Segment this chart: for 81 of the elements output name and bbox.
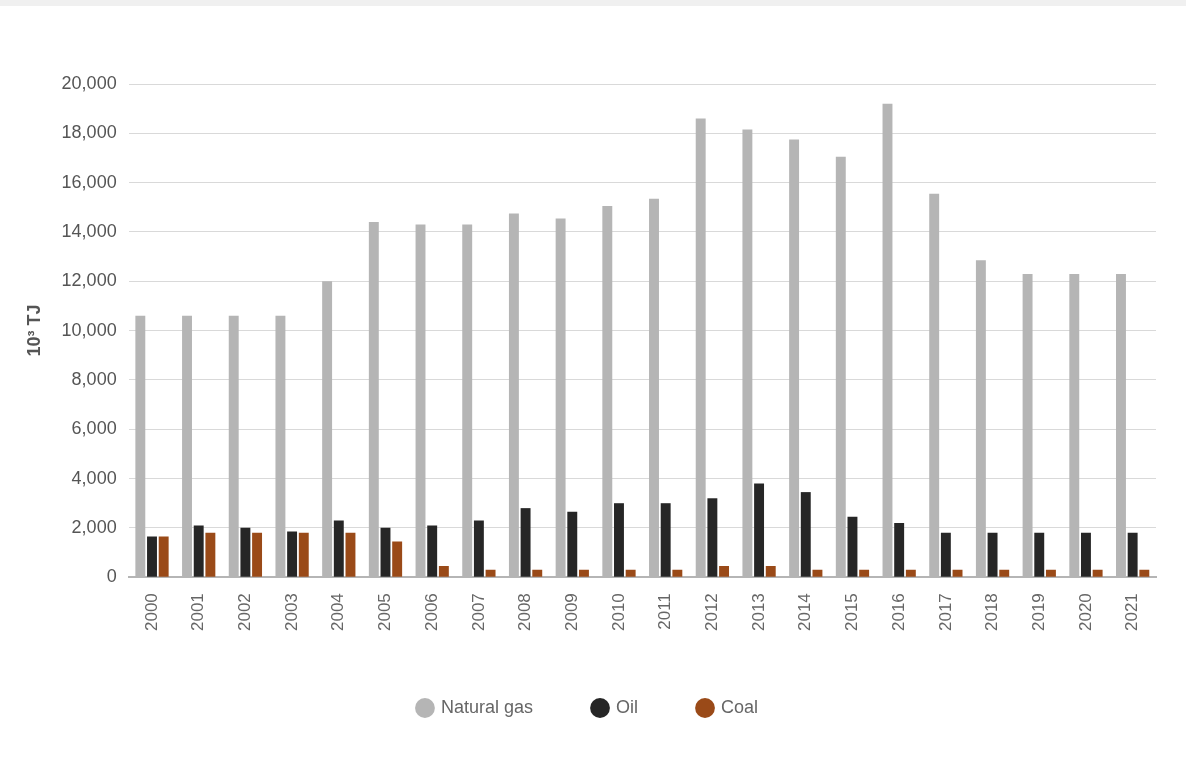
y-tick-label: 6,000 [71,418,117,439]
bar [438,566,449,577]
bar [240,527,251,577]
x-tick-label: 2002 [235,593,255,632]
legend-label: Coal [721,696,759,717]
bar [707,498,718,577]
x-tick-label: 2012 [702,593,722,632]
bar [952,569,963,577]
bar [1092,569,1103,577]
bar [1139,569,1150,577]
bar [754,483,765,577]
bar [765,566,776,577]
bar [1080,532,1091,577]
x-tick-label: 2016 [888,593,908,632]
x-tick-label: 2021 [1122,593,1142,632]
bar [333,520,344,577]
y-tick-label: 2,000 [71,516,117,537]
bar [298,532,309,577]
x-tick-label: 2020 [1075,593,1095,632]
bar [905,569,916,577]
legend-label: Oil [616,696,639,717]
bar [205,532,216,577]
bar [392,541,403,577]
bar [660,503,671,577]
bar [1045,569,1056,577]
bar [987,532,998,577]
x-tick-label: 2015 [842,593,862,632]
bar [345,532,356,577]
bar [999,569,1010,577]
bar [287,531,298,577]
bar [485,569,496,577]
bar [1127,532,1138,577]
y-tick-label: 4,000 [71,467,117,488]
y-tick-label: 10,000 [61,319,117,340]
x-tick-label: 2004 [328,593,348,632]
bar [614,503,624,577]
x-tick-label: 2013 [748,593,768,632]
x-tick-label: 2007 [468,593,488,632]
y-tick-label: 8,000 [71,368,117,389]
y-tick-label: 18,000 [61,122,117,143]
bar [147,536,157,577]
bar [567,511,578,577]
x-tick-label: 2017 [935,593,955,632]
y-tick-label: 16,000 [61,171,117,192]
bar [812,569,823,577]
y-tick-label: 20,000 [61,72,117,93]
bar [894,522,905,577]
y-tick-label: 0 [106,566,117,587]
x-tick-label: 2003 [281,593,301,632]
x-tick-label: 2001 [188,593,208,632]
y-axis-title: 10³ TJ [23,304,44,357]
bar [1034,532,1045,577]
x-tick-label: 2019 [1028,593,1048,632]
bar [532,569,543,577]
y-tick-label: 12,000 [61,270,117,291]
x-tick-label: 2009 [561,593,581,632]
legend-label: Natural gas [440,696,534,717]
x-tick-label: 2014 [795,593,815,632]
bar [859,569,870,577]
bar [520,508,531,577]
x-tick-label: 2008 [515,593,535,632]
bar [940,532,951,577]
bar [252,532,263,577]
bar [847,516,858,577]
x-tick-label: 2018 [982,593,1002,632]
x-tick-label: 2006 [421,593,441,632]
bar [193,525,204,577]
bar [719,566,730,577]
bar [578,569,589,577]
bar [800,492,811,577]
y-tick-label: 14,000 [61,220,117,241]
bar [427,525,438,577]
bar [625,569,636,577]
x-tick-label: 2005 [375,593,395,632]
bar [672,569,683,577]
x-tick-label: 2000 [141,593,161,632]
x-tick-label: 2011 [655,593,675,630]
bar [380,527,391,577]
x-tick-label: 2010 [608,593,628,632]
bar [473,520,484,577]
bar [158,536,169,577]
